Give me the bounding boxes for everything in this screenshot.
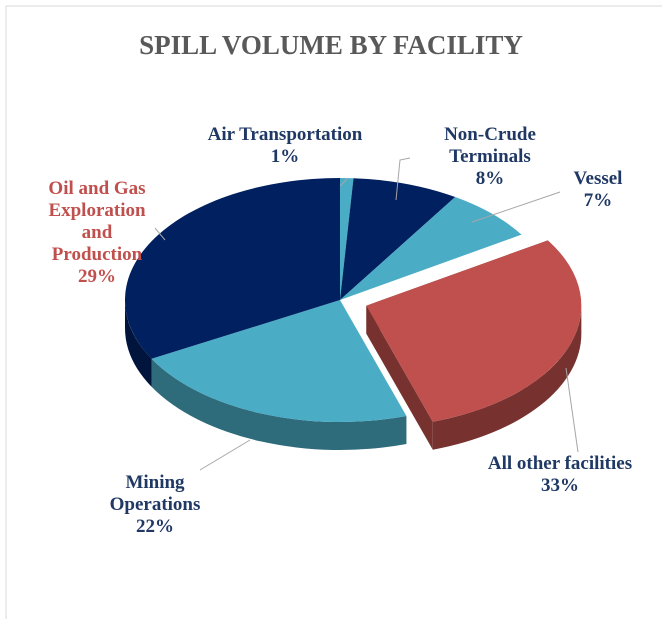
category-label: Air Transportation — [207, 124, 363, 145]
value-label: 8% — [475, 168, 505, 189]
slice-side — [366, 305, 433, 450]
slice — [340, 178, 354, 300]
slices — [125, 178, 582, 451]
category-label: Non-Crude Terminals — [444, 124, 536, 167]
value-label: 7% — [583, 190, 613, 211]
slice — [125, 178, 340, 359]
value-label: 29% — [78, 266, 116, 287]
value-label: 22% — [136, 516, 174, 537]
data-label: Vessel 7% — [548, 168, 648, 212]
slice — [340, 196, 522, 300]
slice — [366, 240, 582, 422]
data-label: All other facilities 33% — [460, 453, 660, 497]
leader-line — [395, 157, 411, 201]
value-label: 1% — [270, 146, 300, 167]
data-label: Non-Crude Terminals 8% — [425, 124, 555, 190]
category-label: All other facilities — [487, 453, 633, 474]
leader-line — [471, 191, 561, 223]
data-label: Mining Operations 22% — [90, 472, 220, 538]
leader-line — [339, 177, 349, 187]
slice-side — [125, 300, 152, 387]
category-label: Oil and Gas Exploration and Production — [48, 178, 146, 265]
category-label: Vessel — [573, 168, 623, 189]
value-label: 33% — [541, 475, 579, 496]
leader-lines — [154, 157, 579, 471]
leader-line — [154, 227, 166, 241]
chart-title: SPILL VOLUME BY FACILITY — [139, 30, 523, 60]
leader-line — [199, 439, 251, 471]
slice-side — [151, 358, 407, 451]
slice — [340, 178, 456, 300]
category-label: Mining Operations — [109, 472, 201, 515]
slice-side — [432, 305, 582, 450]
leader-line — [565, 367, 579, 453]
data-label: Oil and Gas Exploration and Production 29… — [37, 178, 157, 288]
data-label: Air Transportation 1% — [185, 124, 385, 168]
slice — [151, 300, 407, 422]
